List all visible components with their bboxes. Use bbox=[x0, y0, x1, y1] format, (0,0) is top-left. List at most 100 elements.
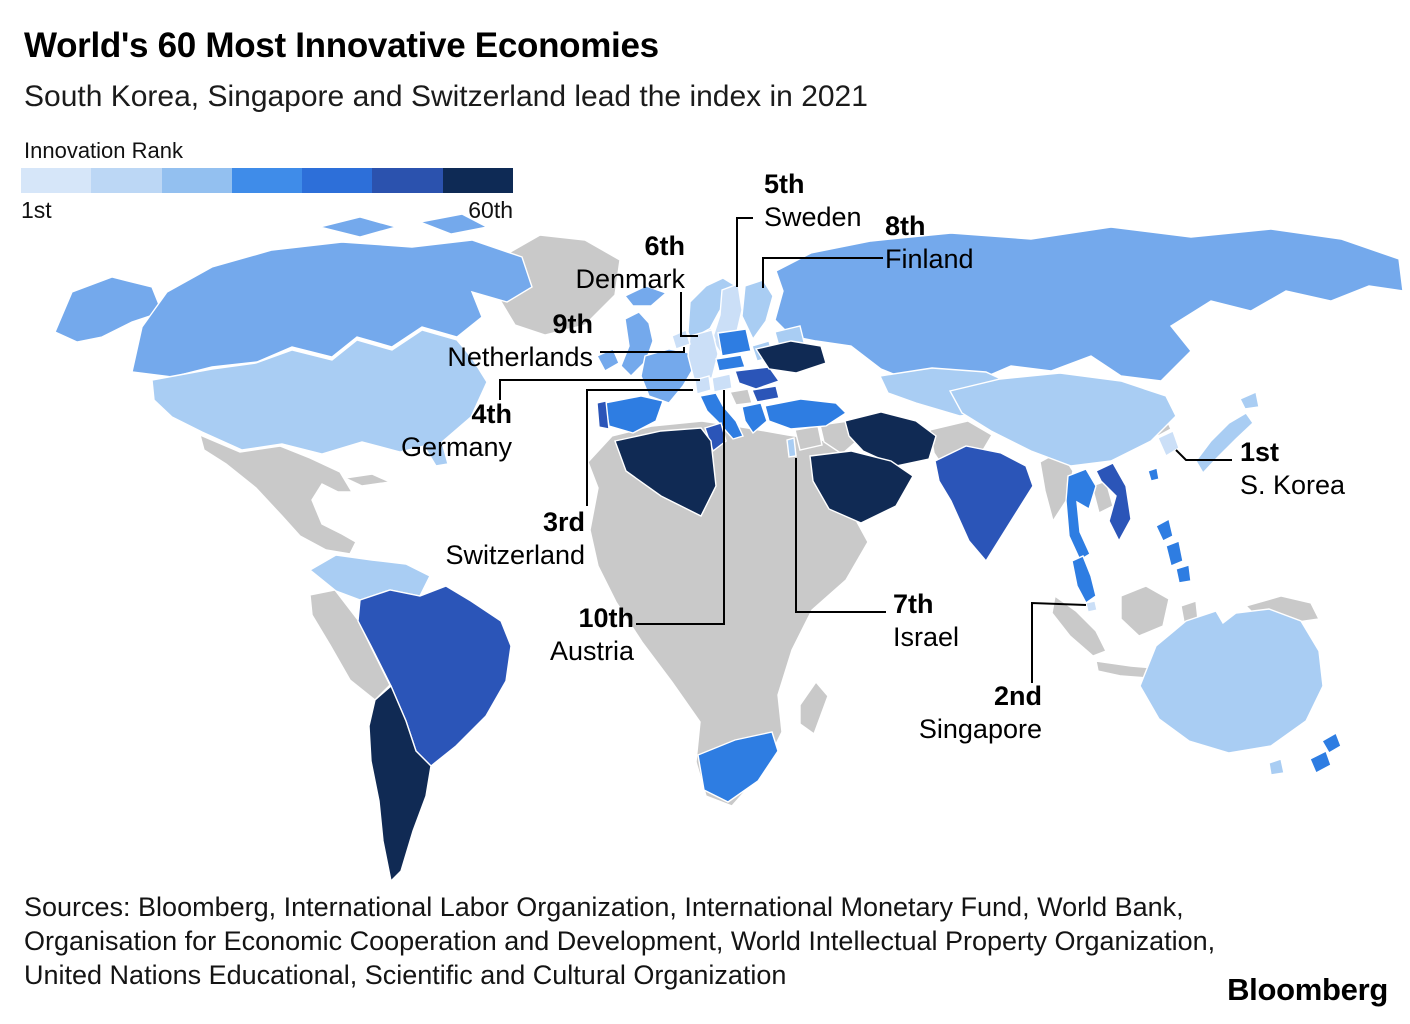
annotation-country: Denmark bbox=[575, 264, 685, 294]
annotation-finland: 8th Finland bbox=[885, 210, 974, 276]
annotation-germany: 4th Germany bbox=[352, 398, 512, 464]
legend-segment bbox=[372, 168, 443, 193]
annotation-singapore: 2nd Singapore bbox=[862, 680, 1042, 746]
legend-max-label: 60th bbox=[468, 197, 513, 223]
country-germany bbox=[687, 329, 719, 380]
country-greece bbox=[741, 402, 768, 435]
country-mexico-central-america bbox=[198, 433, 357, 555]
country-austria bbox=[711, 373, 733, 393]
arctic-island bbox=[319, 216, 399, 238]
region-czech-slovakia bbox=[715, 354, 746, 372]
annotation-netherlands: 9th Netherlands bbox=[406, 308, 593, 374]
annotation-country: Israel bbox=[893, 622, 960, 652]
country-greenland bbox=[499, 234, 621, 336]
world-map bbox=[54, 213, 1404, 883]
annotation-country: Switzerland bbox=[445, 540, 585, 570]
country-peru-bolivia bbox=[309, 589, 391, 701]
legend-range-labels: 1st 60th bbox=[21, 197, 513, 224]
sources-note: Sources: Bloomberg, International Labor … bbox=[24, 890, 1215, 992]
country-russia bbox=[774, 226, 1404, 382]
country-taiwan bbox=[1147, 467, 1160, 482]
annotation-rank: 3rd bbox=[542, 507, 585, 537]
country-france bbox=[640, 348, 694, 404]
continent-africa bbox=[587, 420, 881, 807]
legend-segment bbox=[161, 168, 232, 193]
annotation-denmark: 6th Denmark bbox=[528, 230, 685, 296]
bloomberg-logo: Bloomberg bbox=[1227, 972, 1388, 1007]
annotation-rank: 4th bbox=[471, 399, 513, 429]
island-borneo bbox=[1120, 585, 1170, 637]
country-south-africa bbox=[697, 731, 779, 803]
country-switzerland bbox=[694, 375, 712, 395]
sources-line: Organisation for Economic Cooperation an… bbox=[24, 926, 1216, 956]
country-usa bbox=[151, 329, 488, 467]
country-vietnam bbox=[1095, 462, 1132, 543]
legend-segment bbox=[91, 168, 162, 193]
country-syria-jordan bbox=[794, 425, 823, 451]
country-iran bbox=[844, 411, 937, 467]
callout-line-netherlands bbox=[600, 347, 685, 353]
callout-line-austria bbox=[636, 390, 725, 625]
page-subtitle: South Korea, Singapore and Switzerland l… bbox=[24, 80, 868, 113]
annotation-rank: 1st bbox=[1240, 437, 1280, 467]
sources-line: Sources: Bloomberg, International Labor … bbox=[24, 892, 1184, 922]
annotation-country: Austria bbox=[549, 636, 634, 666]
annotation-country: Sweden bbox=[764, 202, 862, 232]
annotation-sweden: 5th Sweden bbox=[764, 168, 862, 234]
callout-line-israel bbox=[795, 458, 886, 613]
annotation-country: Finland bbox=[885, 244, 974, 274]
country-south-korea bbox=[1157, 430, 1180, 458]
annotation-israel: 7th Israel bbox=[893, 588, 959, 654]
country-poland bbox=[717, 328, 752, 357]
legend-segment bbox=[302, 168, 373, 193]
annotation-country: Germany bbox=[400, 432, 512, 462]
callout-line-sweden bbox=[736, 217, 753, 287]
country-india bbox=[934, 445, 1034, 563]
country-malaysia bbox=[1071, 555, 1097, 605]
country-iceland bbox=[623, 285, 668, 307]
legend-segment bbox=[21, 168, 92, 193]
annotation-rank: 2nd bbox=[993, 681, 1042, 711]
annotation-country: Netherlands bbox=[447, 342, 593, 372]
country-portugal bbox=[596, 400, 610, 430]
annotation-rank: 7th bbox=[893, 589, 934, 619]
country-philippines bbox=[1155, 517, 1174, 542]
country-thailand bbox=[1065, 468, 1097, 562]
callout-line-germany bbox=[499, 379, 700, 400]
annotation-rank: 6th bbox=[644, 231, 686, 261]
country-algeria bbox=[614, 427, 717, 517]
country-new-zealand bbox=[1309, 750, 1332, 774]
country-madagascar bbox=[799, 680, 829, 736]
region-balkans bbox=[728, 388, 753, 406]
annotation-rank: 9th bbox=[552, 309, 594, 339]
island-tasmania bbox=[1268, 758, 1285, 776]
country-bulgaria bbox=[751, 385, 780, 403]
legend-segment bbox=[231, 168, 303, 193]
legend-color-bar bbox=[21, 168, 513, 193]
region-argentina-chile bbox=[368, 684, 432, 883]
island-sumatra bbox=[1051, 594, 1107, 657]
country-japan bbox=[1195, 412, 1254, 475]
annotation-country: Singapore bbox=[918, 714, 1042, 744]
callout-line-singapore bbox=[1031, 601, 1087, 683]
callout-line-denmark bbox=[680, 292, 698, 337]
annotation-country: S. Korea bbox=[1240, 470, 1346, 500]
country-australia bbox=[1139, 608, 1324, 754]
country-italy bbox=[698, 392, 744, 440]
country-saudi-arabia bbox=[809, 450, 914, 524]
annotation-switzerland: 3rd Switzerland bbox=[393, 506, 585, 572]
country-brazil bbox=[357, 585, 512, 767]
arctic-island bbox=[417, 213, 490, 235]
callout-line-finland bbox=[762, 257, 883, 288]
country-ukraine bbox=[754, 340, 827, 374]
annotation-austria: 10th Austria bbox=[472, 602, 634, 668]
annotation-rank: 8th bbox=[885, 211, 926, 241]
region-hungary-romania bbox=[734, 366, 781, 390]
callout-line-s-korea bbox=[1175, 449, 1232, 461]
country-turkey bbox=[764, 398, 848, 430]
country-cuba bbox=[342, 473, 393, 487]
legend-title: Innovation Rank bbox=[24, 138, 183, 163]
legend-segment bbox=[442, 168, 513, 193]
page-title: World's 60 Most Innovative Economies bbox=[24, 26, 659, 65]
